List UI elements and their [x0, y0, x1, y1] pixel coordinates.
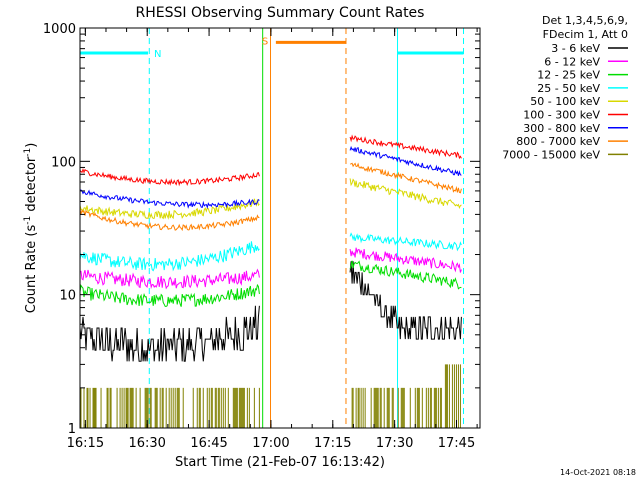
series-8-seg2: [351, 364, 461, 428]
series-3-seg2: [349, 232, 462, 252]
legend-label-3: 25 - 50 keV: [537, 82, 600, 95]
x-tick-label-3: 17:00: [252, 436, 289, 451]
legend-label-5: 100 - 300 keV: [523, 109, 600, 122]
series-4-seg1: [79, 198, 260, 220]
series-1-seg2: [349, 247, 462, 273]
y-label-sup1: -1: [23, 216, 33, 225]
plot-area: NS: [79, 28, 465, 428]
x-tick-label-4: 17:15: [314, 436, 351, 451]
y-label-mid: detector: [24, 156, 39, 216]
x-tick-label-5: 17:30: [376, 436, 413, 451]
footer-timestamp: 14-Oct-2021 08:18: [560, 468, 636, 477]
plot-frame: [79, 27, 481, 429]
x-axis-label: Start Time (21-Feb-07 16:13:42): [175, 455, 385, 470]
x-tick-label-0: 16:15: [67, 436, 104, 451]
chart-title: RHESSI Observing Summary Count Rates: [136, 5, 425, 21]
legend-label-0: 3 - 6 keV: [551, 42, 600, 55]
y-label-sup2: -1: [23, 148, 33, 157]
series-2-seg1: [79, 283, 260, 307]
series-5-seg1: [79, 168, 260, 187]
x-axis: 16:15 16:30 16:45 17:00 17:15 17:30 17:45: [67, 28, 478, 451]
series-8-seg1: [79, 387, 260, 428]
flag-label-1: S: [262, 36, 268, 47]
series-5-seg2: [349, 134, 462, 160]
y-tick-label-1: 10: [59, 289, 76, 304]
y-axis-label: Count Rate (s-1 detector-1): [23, 143, 39, 314]
series-3-seg1: [79, 241, 260, 272]
legend-header-line-1: Det 1,3,4,5,6,9,: [542, 14, 628, 27]
series-1-seg1: [79, 268, 260, 290]
legend-header-line-2: FDecim 1, Att 0: [543, 28, 628, 41]
y-tick-label-3: 1000: [43, 22, 76, 37]
y-label-end: ): [24, 143, 39, 148]
legend-label-7: 800 - 7000 keV: [516, 135, 600, 148]
legend-label-1: 6 - 12 keV: [544, 55, 600, 68]
series-0-seg1: [79, 305, 260, 362]
series-2-seg2: [349, 260, 462, 290]
legend-label-8: 7000 - 15000 keV: [502, 148, 600, 161]
series-7-seg2: [349, 162, 462, 194]
legend-label-6: 300 - 800 keV: [523, 122, 600, 135]
x-tick-label-6: 17:45: [438, 436, 475, 451]
series-4-seg2: [349, 178, 462, 210]
flag-label-0: N: [154, 49, 161, 60]
x-tick-label-1: 16:30: [128, 436, 165, 451]
y-label-main: Count Rate (s: [24, 225, 39, 314]
series-0-seg2: [349, 261, 462, 340]
series-6-seg2: [349, 145, 462, 176]
y-tick-label-0: 1: [68, 422, 76, 437]
legend-label-4: 50 - 100 keV: [530, 95, 600, 108]
x-tick-label-2: 16:45: [190, 436, 227, 451]
legend-label-2: 12 - 25 keV: [537, 69, 600, 82]
series-6-seg1: [79, 189, 260, 209]
y-axis: 1 10 100 1000: [43, 22, 480, 437]
series-7-seg1: [79, 209, 260, 232]
y-tick-label-2: 100: [51, 155, 76, 170]
legend: Det 1,3,4,5,6,9, FDecim 1, Att 0 3 - 6 k…: [502, 14, 628, 161]
